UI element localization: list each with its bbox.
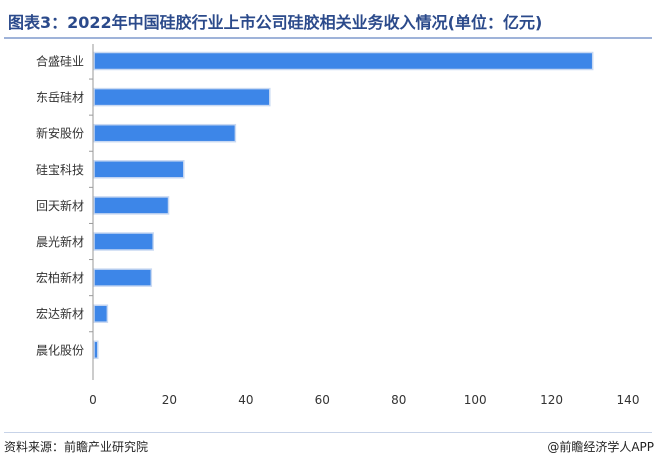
title-divider [4,37,652,39]
x-tick-label: 40 [238,393,253,407]
x-tick-label: 140 [617,393,640,407]
source-text: 资料来源：前瞻产业研究院 [4,440,149,454]
bar-6 [93,232,154,251]
bar-5 [93,196,170,215]
category-label: 宏达新材 [36,306,84,321]
category-label: 合盛硅业 [36,54,84,69]
category-label: 宏柏新材 [36,270,84,285]
category-label: 晨光新材 [36,234,84,249]
bar-1 [93,51,594,71]
category-label: 硅宝科技 [36,163,84,177]
category-label: 回天新材 [36,198,84,213]
category-label: 新安股份 [36,126,84,141]
bar-3 [93,123,237,143]
bar-8 [93,304,109,323]
x-tick-label: 80 [391,393,406,407]
x-tick-label: 100 [464,393,487,407]
x-tick-label: 120 [540,393,563,407]
x-tick-label: 20 [162,393,177,407]
x-axis: 0 20 40 60 80 100 120 140 [89,44,639,407]
category-label: 晨化股份 [36,343,84,357]
bar-2 [93,87,271,107]
x-tick-label: 0 [89,393,97,407]
bar-7 [93,268,153,287]
bars-group [93,51,594,360]
bar-9 [93,340,99,360]
chart-title: 图表3：2022年中国硅胶行业上市公司硅胶相关业务收入情况(单位：亿元) [8,13,543,32]
footer: 资料来源：前瞻产业研究院 @前瞻经济学人APP [4,438,654,458]
footer-divider [4,432,652,433]
bar-4 [93,160,185,179]
x-tick-label: 60 [315,393,330,407]
category-label: 东岳硅材 [36,91,84,105]
credit-text: @前瞻经济学人APP [547,440,654,454]
